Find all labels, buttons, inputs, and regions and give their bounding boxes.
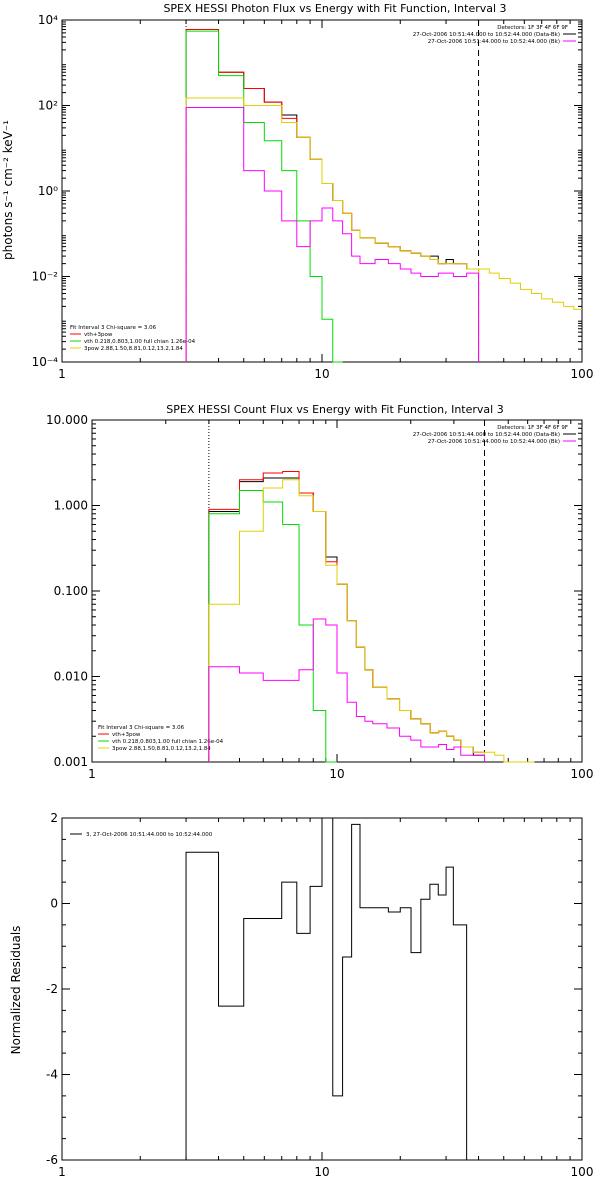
panel1-detector-label: Detectors: 1F 3F 4F 6F 9F: [497, 25, 568, 31]
x-tick-label: 1: [88, 767, 96, 781]
panel2-time-label-2: 27-Oct-2006 10:51:44.000 to 10:52:44.000…: [428, 439, 560, 445]
panel2-fit-label-4: 3pow 2.88,1.50,8.81,0.12,13.2,1.84: [112, 746, 211, 752]
series-3pow-extension: [484, 751, 535, 763]
series-vth: [185, 30, 343, 363]
series-bk: [185, 106, 480, 362]
panel1-title: SPEX HESSI Photon Flux vs Energy with Fi…: [163, 2, 506, 15]
x-tick-label: 100: [571, 367, 594, 381]
panel2-fit-label-3: vth 0.218,0.803,1.00 full chian 1.26e-04: [112, 739, 224, 745]
panel2-detector-label: Detectors: 1F 3F 4F 6F 9F: [497, 425, 568, 431]
series-bk: [208, 618, 486, 762]
x-tick-label: 100: [571, 767, 594, 781]
x-tick-label: 1: [58, 1165, 66, 1179]
series-3-27-oct-2006-10-51-44-000-to-10-52-44-000: [185, 817, 468, 1160]
series-3pow: [208, 479, 486, 762]
panel1-fit-label-4: 3pow 2.88,1.50,8.81,0.12,13.2,1.84: [84, 346, 183, 352]
y-tick-label: 10.000: [46, 413, 88, 427]
panel1-time-label-2: 27-Oct-2006 10:51:44.000 to 10:52:44.000…: [428, 39, 560, 45]
y-tick-label: 0: [50, 897, 58, 911]
y-tick-label: 10⁰: [38, 184, 58, 198]
y-tick-label: 10²: [38, 99, 58, 113]
y-tick-label: 10⁻²: [32, 270, 59, 284]
y-tick-label: -6: [46, 1153, 58, 1167]
y-tick-label: 0.001: [54, 755, 88, 769]
series-vth: [208, 489, 337, 763]
y-tick-label: 1.000: [54, 499, 88, 513]
x-tick-label: 100: [571, 1165, 594, 1179]
y-tick-label: -2: [46, 982, 58, 996]
series-3pow-extension: [478, 268, 582, 310]
panel2-time-label-1: 27-Oct-2006 10:51:44.000 to 10:52:44.000…: [413, 432, 560, 438]
panel2-fit-label-2: vth+3pow: [112, 732, 141, 738]
series-3pow: [185, 97, 480, 362]
panel1-fit-label-1: Fit Interval 3 Chi-square = 3.06: [70, 325, 157, 331]
y-tick-label: 2: [50, 811, 58, 825]
panel1-fit-label-2: vth+3pow: [84, 332, 113, 338]
panel3-ylabel: Normalized Residuals: [9, 926, 23, 1055]
x-tick-label: 10: [314, 367, 329, 381]
panel2-fit-label-1: Fit Interval 3 Chi-square = 3.06: [98, 725, 185, 731]
y-tick-label: 10⁻⁴: [32, 355, 59, 369]
y-tick-label: -4: [46, 1068, 58, 1082]
y-tick-label: 0.100: [54, 584, 88, 598]
panel1-fit-label-3: vth 0.218,0.803,1.00 full chian 1.26e-04: [84, 339, 196, 345]
panel1-ylabel: photons s⁻¹ cm⁻² keV⁻¹: [1, 120, 15, 260]
panel3-legend: 3, 27-Oct-2006 10:51:44.000 to 10:52:44.…: [86, 832, 213, 838]
x-tick-label: 10: [329, 767, 344, 781]
y-tick-label: 0.010: [54, 670, 88, 684]
x-tick-label: 10: [314, 1165, 329, 1179]
panel2-title: SPEX HESSI Count Flux vs Energy with Fit…: [166, 403, 503, 416]
y-tick-label: 10⁴: [38, 13, 58, 27]
x-tick-label: 1: [58, 367, 66, 381]
panel1-time-label-1: 27-Oct-2006 10:51:44.000 to 10:52:44.000…: [413, 32, 560, 38]
panel2-frame: [91, 419, 583, 763]
